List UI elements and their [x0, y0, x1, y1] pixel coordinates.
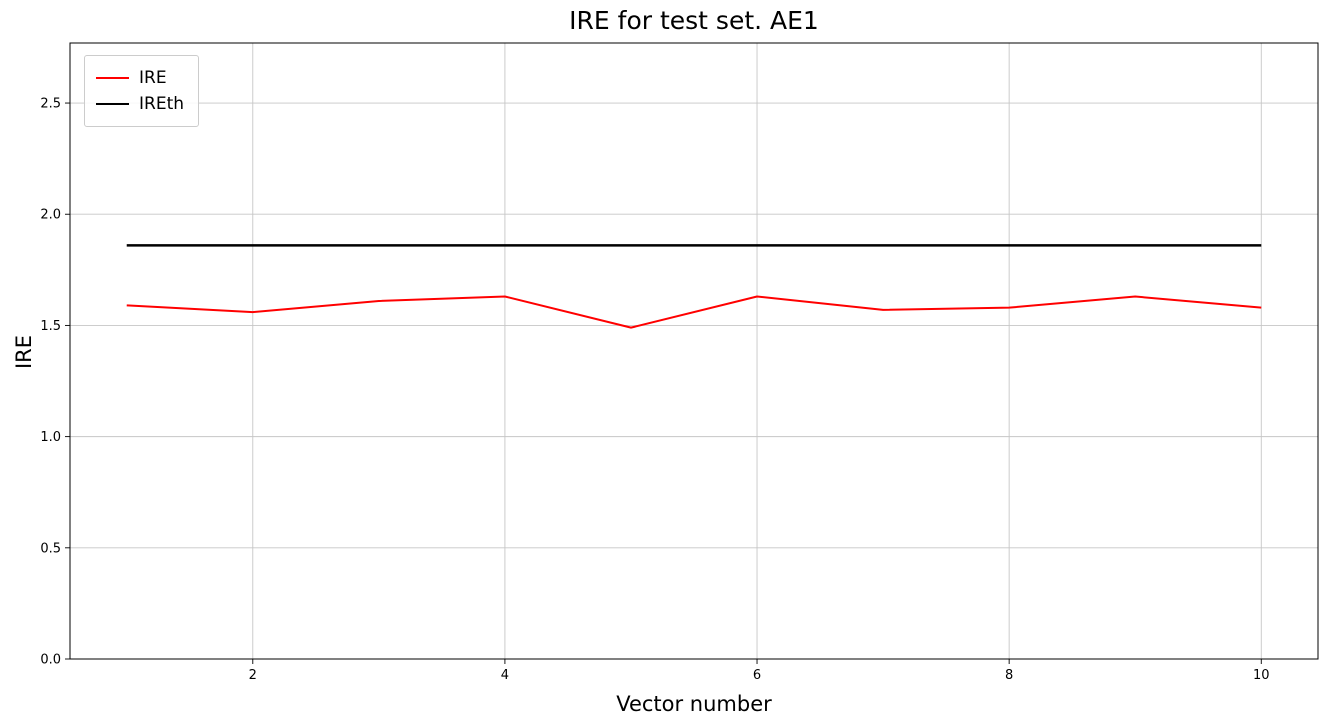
ire-line-sample: [96, 77, 129, 79]
svg-text:1.5: 1.5: [40, 319, 61, 334]
y-axis-label: IRE: [12, 334, 36, 370]
svg-text:4: 4: [501, 668, 509, 683]
svg-text:0.0: 0.0: [40, 653, 61, 668]
legend: IRE IREth: [84, 55, 200, 127]
svg-text:1.0: 1.0: [40, 430, 61, 445]
svg-text:0.5: 0.5: [40, 541, 61, 556]
chart-title: IRE for test set. AE1: [569, 6, 819, 35]
legend-label-ireth: IREth: [139, 93, 185, 114]
plot-frame: [69, 42, 1319, 660]
legend-item-ireth: IREth: [96, 91, 184, 117]
svg-text:2.5: 2.5: [40, 97, 61, 112]
svg-text:8: 8: [1005, 668, 1013, 683]
svg-text:2: 2: [249, 668, 257, 683]
legend-item-ire: IRE: [96, 65, 184, 91]
svg-text:10: 10: [1253, 668, 1270, 683]
x-axis-label: Vector number: [616, 692, 772, 716]
axis-ticks: [65, 102, 1262, 664]
tick-labels: 2 4 6 8 10 0.0 0.5 1.0 1.5 2.0 2.5: [40, 97, 1269, 683]
svg-text:2.0: 2.0: [40, 208, 61, 223]
legend-label-ire: IRE: [139, 67, 167, 88]
data-lines: [126, 244, 1262, 329]
ireth-line-sample: [96, 103, 129, 105]
svg-text:6: 6: [753, 668, 761, 683]
gridlines: [70, 43, 1318, 660]
